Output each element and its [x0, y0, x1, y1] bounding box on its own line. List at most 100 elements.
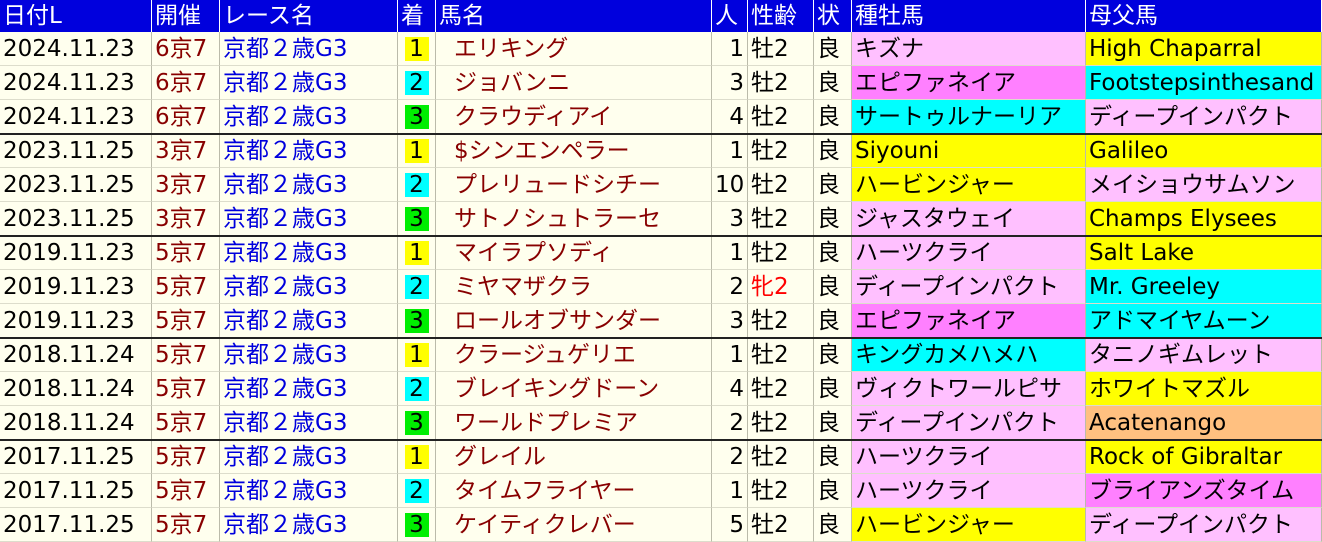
- sire: Siyouni: [852, 134, 1086, 168]
- track: 良: [814, 202, 852, 236]
- finish: 3: [398, 202, 436, 236]
- popularity: 4: [712, 100, 748, 134]
- horse-name: エリキング: [436, 32, 712, 66]
- header-cell: 母父馬: [1086, 0, 1322, 32]
- group-separator: [0, 133, 1322, 135]
- horse-name: クラウディアイ: [436, 100, 712, 134]
- horse-name: タイムフライヤー: [436, 474, 712, 508]
- sire: ディープインパクト: [852, 270, 1086, 304]
- header-cell: 開催: [152, 0, 220, 32]
- broodmare-sire: ディープインパクト: [1086, 100, 1322, 134]
- header-cell: 着: [398, 0, 436, 32]
- sex-age: 牡2: [748, 474, 814, 508]
- sex-age: 牡2: [748, 304, 814, 338]
- horse-name: プレリュードシチー: [436, 168, 712, 202]
- sex-age: 牡2: [748, 372, 814, 406]
- horse-name: ブレイキングドーン: [436, 372, 712, 406]
- race-name: 京都２歳G3: [220, 508, 398, 542]
- horse-name: ミヤマザクラ: [436, 270, 712, 304]
- horse-name: マイラプソディ: [436, 236, 712, 270]
- date: 2024.11.23: [0, 100, 152, 134]
- sex-age: 牡2: [748, 100, 814, 134]
- header-cell: 状: [814, 0, 852, 32]
- sire: キングカメハメハ: [852, 338, 1086, 372]
- meeting: 6京7: [152, 100, 220, 134]
- date: 2018.11.24: [0, 406, 152, 440]
- sex-age: 牡2: [748, 32, 814, 66]
- horse-name: $シンエンペラー: [436, 134, 712, 168]
- broodmare-sire: Rock of Gibraltar: [1086, 440, 1322, 474]
- header-cell: 馬名: [436, 0, 712, 32]
- broodmare-sire: Footstepsinthesand: [1086, 66, 1322, 100]
- race-name: 京都２歳G3: [220, 270, 398, 304]
- sire: エピファネイア: [852, 304, 1086, 338]
- finish: 3: [398, 100, 436, 134]
- date: 2023.11.25: [0, 134, 152, 168]
- date: 2018.11.24: [0, 338, 152, 372]
- finish: 2: [398, 168, 436, 202]
- popularity: 1: [712, 474, 748, 508]
- header-cell: 日付L: [0, 0, 152, 32]
- meeting: 5京7: [152, 236, 220, 270]
- meeting: 3京7: [152, 168, 220, 202]
- track: 良: [814, 304, 852, 338]
- track: 良: [814, 406, 852, 440]
- finish: 3: [398, 406, 436, 440]
- group-separator: [0, 337, 1322, 339]
- sire: ハーツクライ: [852, 236, 1086, 270]
- race-name: 京都２歳G3: [220, 338, 398, 372]
- date: 2023.11.25: [0, 168, 152, 202]
- horse-name: ジョバンニ: [436, 66, 712, 100]
- finish: 2: [398, 270, 436, 304]
- sex-age: 牡2: [748, 202, 814, 236]
- finish: 1: [398, 338, 436, 372]
- date: 2017.11.25: [0, 440, 152, 474]
- popularity: 3: [712, 202, 748, 236]
- meeting: 6京7: [152, 66, 220, 100]
- race-name: 京都２歳G3: [220, 236, 398, 270]
- finish: 1: [398, 134, 436, 168]
- race-name: 京都２歳G3: [220, 100, 398, 134]
- track: 良: [814, 100, 852, 134]
- meeting: 5京7: [152, 304, 220, 338]
- track: 良: [814, 338, 852, 372]
- horse-name: ロールオブサンダー: [436, 304, 712, 338]
- sex-age: 牡2: [748, 66, 814, 100]
- track: 良: [814, 440, 852, 474]
- popularity: 3: [712, 66, 748, 100]
- finish: 2: [398, 66, 436, 100]
- meeting: 5京7: [152, 508, 220, 542]
- broodmare-sire: ディープインパクト: [1086, 508, 1322, 542]
- horse-name: ワールドプレミア: [436, 406, 712, 440]
- sire: サートゥルナーリア: [852, 100, 1086, 134]
- meeting: 5京7: [152, 474, 220, 508]
- popularity: 1: [712, 32, 748, 66]
- meeting: 5京7: [152, 440, 220, 474]
- header-cell: 人: [712, 0, 748, 32]
- popularity: 2: [712, 440, 748, 474]
- race-name: 京都２歳G3: [220, 406, 398, 440]
- meeting: 5京7: [152, 338, 220, 372]
- date: 2024.11.23: [0, 32, 152, 66]
- finish: 1: [398, 32, 436, 66]
- popularity: 2: [712, 270, 748, 304]
- header-cell: レース名: [220, 0, 398, 32]
- date: 2019.11.23: [0, 236, 152, 270]
- sire: ヴィクトワールピサ: [852, 372, 1086, 406]
- meeting: 3京7: [152, 134, 220, 168]
- horse-name: グレイル: [436, 440, 712, 474]
- sex-age: 牡2: [748, 508, 814, 542]
- broodmare-sire: メイショウサムソン: [1086, 168, 1322, 202]
- meeting: 6京7: [152, 32, 220, 66]
- broodmare-sire: ホワイトマズル: [1086, 372, 1322, 406]
- horse-name: サトノシュトラーセ: [436, 202, 712, 236]
- broodmare-sire: High Chaparral: [1086, 32, 1322, 66]
- broodmare-sire: ブライアンズタイム: [1086, 474, 1322, 508]
- sire: キズナ: [852, 32, 1086, 66]
- race-name: 京都２歳G3: [220, 474, 398, 508]
- horse-name: クラージュゲリエ: [436, 338, 712, 372]
- popularity: 4: [712, 372, 748, 406]
- sex-age: 牡2: [748, 440, 814, 474]
- sire: ハーツクライ: [852, 474, 1086, 508]
- broodmare-sire: Salt Lake: [1086, 236, 1322, 270]
